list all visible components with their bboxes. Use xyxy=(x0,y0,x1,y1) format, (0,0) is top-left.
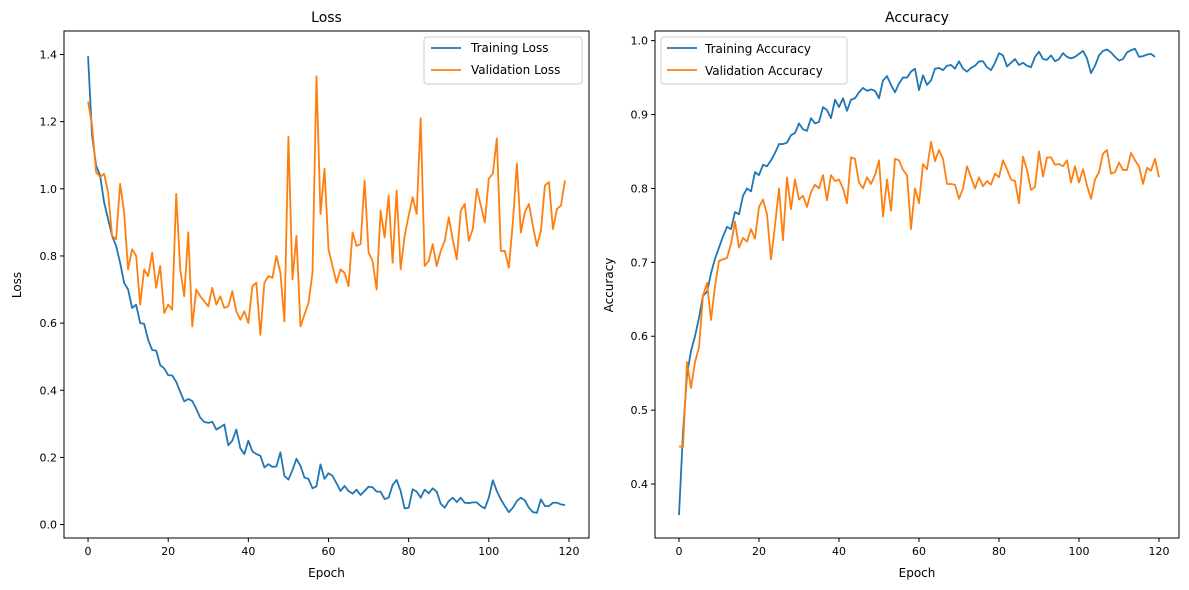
loss-panel: Loss Epoch Loss 0 20 40 60 80 100 120 0.00.20.… xyxy=(10,10,590,580)
accuracy-series-lines xyxy=(678,47,1160,516)
loss-legend-training-label: Training Loss xyxy=(470,41,548,55)
accuracy-x-tick-label: 20 xyxy=(752,545,766,558)
loss-x-tick-label: 40 xyxy=(241,545,255,558)
loss-x-ticks: 0 20 40 60 80 100 120 xyxy=(85,538,579,558)
accuracy-y-tick-label: 0.7 xyxy=(631,256,649,269)
loss-y-axis-label: Loss xyxy=(10,272,24,298)
accuracy-y-ticks: 0.4 0.5 0.6 0.7 0.8 0.9 1.0 xyxy=(631,35,655,491)
accuracy-y-tick-label: 1.0 xyxy=(631,35,649,48)
loss-y-ticks: 0.0 0.2 0.4 0.6 0.8 1.0 1.2 1.4 xyxy=(40,49,64,532)
loss-x-tick-label: 120 xyxy=(558,545,579,558)
accuracy-series-training-accuracy-line xyxy=(678,47,1156,516)
loss-series-lines xyxy=(87,56,566,514)
loss-legend-box xyxy=(423,36,583,85)
accuracy-x-tick-label: 40 xyxy=(832,545,846,558)
loss-x-tick-label: 20 xyxy=(161,545,175,558)
accuracy-x-tick-label: 120 xyxy=(1149,545,1170,558)
loss-y-tick-label: 0.2 xyxy=(40,451,58,464)
accuracy-panel: Accuracy Epoch Accuracy 0 20 40 60 80 100 120 … xyxy=(602,10,1180,580)
accuracy-y-tick-label: 0.9 xyxy=(631,109,649,122)
accuracy-x-tick-label: 60 xyxy=(912,545,926,558)
loss-series-validation-loss-line xyxy=(87,75,566,336)
accuracy-y-tick-label: 0.6 xyxy=(631,330,649,343)
loss-y-tick-label: 1.4 xyxy=(40,49,58,62)
loss-x-axis-label: Epoch xyxy=(308,566,345,580)
loss-legend-validation-label: Validation Loss xyxy=(471,63,560,77)
loss-y-tick-label: 0.6 xyxy=(40,317,58,330)
loss-x-tick-label: 0 xyxy=(85,545,92,558)
accuracy-legend-validation-label: Validation Accuracy xyxy=(705,64,823,78)
accuracy-y-tick-label: 0.4 xyxy=(631,478,649,491)
loss-y-tick-label: 0.8 xyxy=(40,250,58,263)
accuracy-y-tick-label: 0.5 xyxy=(631,404,649,417)
accuracy-legend-training-label: Training Accuracy xyxy=(704,42,811,56)
loss-series-training-loss-line xyxy=(87,56,566,514)
accuracy-y-tick-label: 0.8 xyxy=(631,182,649,195)
loss-legend: Training Loss Validation Loss xyxy=(423,36,583,85)
accuracy-title: Accuracy xyxy=(885,10,949,26)
accuracy-series-validation-accuracy-line xyxy=(678,140,1160,448)
accuracy-y-axis-label: Accuracy xyxy=(602,258,616,313)
accuracy-legend-box xyxy=(660,36,848,85)
loss-y-tick-label: 0.0 xyxy=(40,519,58,532)
accuracy-x-tick-label: 80 xyxy=(992,545,1006,558)
accuracy-plot-frame xyxy=(654,30,1180,539)
loss-title: Loss xyxy=(311,10,342,26)
accuracy-x-axis-label: Epoch xyxy=(899,566,936,580)
loss-x-tick-label: 80 xyxy=(402,545,416,558)
loss-x-tick-label: 100 xyxy=(478,545,499,558)
loss-y-tick-label: 1.0 xyxy=(40,183,58,196)
accuracy-legend: Training Accuracy Validation Accuracy xyxy=(660,36,848,85)
loss-y-tick-label: 0.4 xyxy=(40,384,58,397)
loss-x-tick-label: 60 xyxy=(322,545,336,558)
loss-plot-frame xyxy=(63,30,590,539)
accuracy-x-tick-label: 0 xyxy=(676,545,683,558)
accuracy-x-ticks: 0 20 40 60 80 100 120 xyxy=(676,538,1170,558)
loss-y-tick-label: 1.2 xyxy=(40,116,58,129)
accuracy-x-tick-label: 100 xyxy=(1069,545,1090,558)
